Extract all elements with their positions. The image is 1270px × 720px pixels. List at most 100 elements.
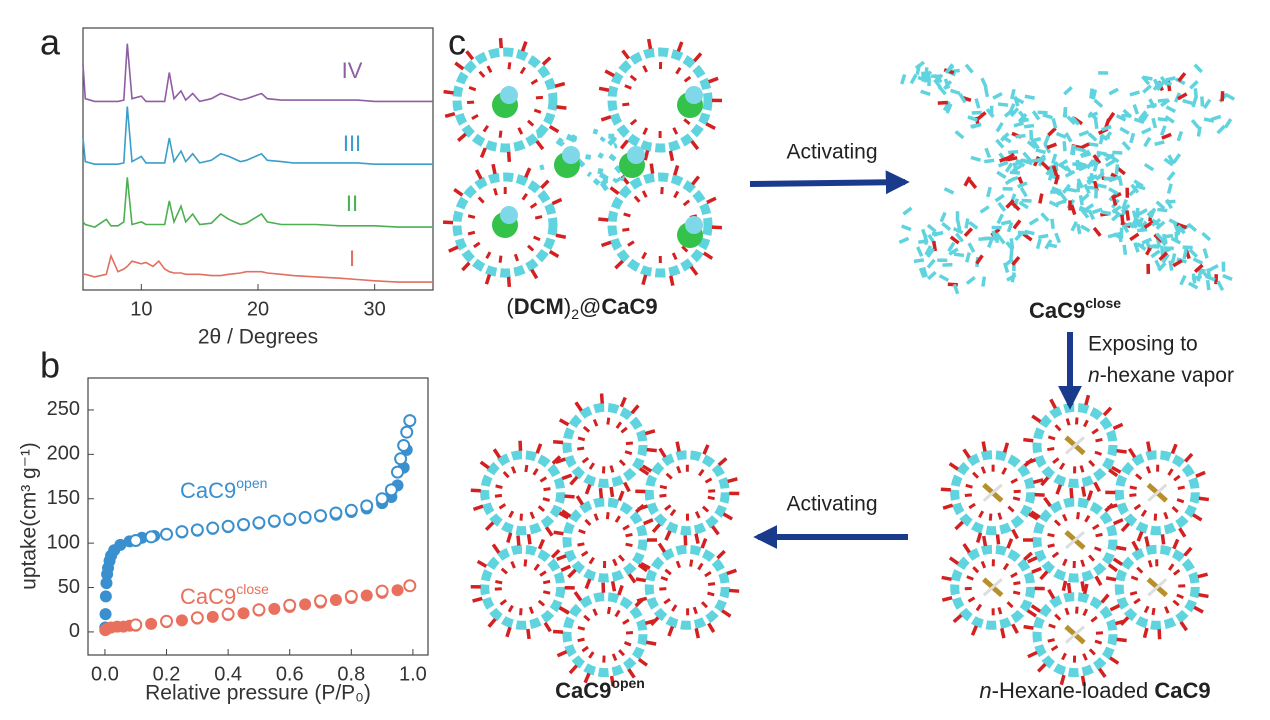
framework-bond — [1161, 253, 1170, 264]
oxygen-bond — [1039, 570, 1049, 581]
framework-bond — [1064, 132, 1073, 143]
oxygen-bond — [1164, 606, 1170, 614]
framework-bond — [997, 201, 1007, 212]
adsorption-point — [99, 608, 112, 621]
caption-part: close — [1085, 295, 1121, 311]
macrocycle — [562, 497, 648, 583]
oxygen-bond — [598, 217, 609, 222]
oxygen-bond — [1094, 450, 1103, 456]
framework-bond — [559, 141, 565, 147]
framework-bond — [1091, 89, 1098, 100]
oxygen-bond — [707, 582, 716, 586]
oxygen-bond — [1112, 518, 1124, 526]
framework-bond — [586, 171, 593, 178]
oxygen-bond — [620, 426, 628, 434]
framework-bond — [1005, 241, 1015, 252]
oxygen-bond — [623, 481, 631, 493]
oxygen-bond — [1013, 581, 1021, 586]
oxygen-bond — [1031, 566, 1042, 574]
oxygen-bond — [1051, 551, 1060, 559]
framework-bond — [1051, 165, 1059, 177]
dcm-guest — [685, 86, 703, 104]
oxygen-bond — [551, 455, 562, 465]
framework-bond — [954, 130, 965, 140]
framework-bond — [1129, 90, 1140, 97]
oxygen-bond — [610, 580, 617, 592]
framework-bond — [1151, 117, 1158, 129]
oxygen-bond — [555, 457, 566, 464]
structure-caption: CaC9close — [1029, 295, 1121, 323]
oxygen-bond — [1023, 624, 1034, 630]
x-tick-label: 20 — [247, 298, 269, 320]
oxygen-bond — [708, 76, 719, 84]
oxygen-bond — [1059, 462, 1066, 471]
framework-bond — [1142, 84, 1152, 94]
oxygen-bond — [646, 38, 653, 50]
oxygen-bond — [694, 627, 701, 639]
x-tick-label: 0.8 — [337, 663, 365, 685]
framework-bond — [1071, 144, 1077, 156]
oxygen-bond — [1171, 505, 1179, 513]
framework-bond — [1129, 132, 1136, 144]
oxygen-bond — [1172, 599, 1180, 607]
oxygen-bond — [539, 476, 548, 483]
x-tick-label: 1.0 — [399, 663, 427, 685]
oxygen-bond — [558, 511, 570, 520]
oxygen-bond — [605, 512, 610, 520]
x-tick-label: 0.0 — [91, 663, 119, 685]
framework-bond — [1003, 257, 1014, 267]
oxygen-bond — [1065, 418, 1071, 426]
macrocycle — [480, 450, 566, 536]
oxygen-bond — [558, 606, 570, 614]
framework-bond — [1135, 183, 1146, 191]
caption-part: ) — [564, 294, 571, 319]
adsorption-point — [299, 598, 312, 611]
framework-bond — [1158, 251, 1169, 261]
panel-label: c — [448, 22, 466, 63]
x-tick-label: 10 — [130, 298, 152, 320]
framework-bond — [1026, 140, 1037, 150]
framework-bond — [956, 220, 962, 231]
framework-bond — [926, 247, 935, 258]
oxygen-bond — [618, 554, 625, 562]
framework-bond — [986, 186, 992, 198]
framework-bond — [1166, 171, 1176, 182]
framework-bond — [947, 241, 956, 253]
oxygen-bond — [507, 604, 514, 613]
oxygen-bond — [675, 560, 682, 569]
framework-bond — [598, 172, 608, 181]
caption-part: CaC9 — [601, 294, 657, 319]
oxygen-bond — [517, 127, 524, 135]
framework-bond — [931, 240, 938, 252]
desorption-point — [397, 438, 411, 452]
oxygen-bond — [477, 196, 485, 204]
framework-bond — [1114, 164, 1120, 175]
framework-bond — [902, 206, 913, 216]
desorption-point — [314, 594, 328, 608]
oxygen-bond — [573, 591, 583, 602]
oxygen-bond — [948, 556, 960, 565]
oxygen-bond — [472, 596, 483, 603]
oxygen-bond — [1131, 540, 1140, 552]
caption-part: ( — [506, 294, 514, 319]
oxygen-bond — [692, 606, 698, 615]
oxygen-bond — [941, 596, 953, 602]
oxygen-bond — [506, 151, 512, 162]
x-axis-label: Relative pressure (P/P₀) — [145, 682, 371, 705]
framework-bond — [997, 102, 1009, 107]
desorption-point — [144, 530, 158, 544]
adsorption-point — [175, 614, 188, 627]
framework-bond — [1004, 176, 1016, 186]
framework-bond — [1001, 135, 1012, 144]
oxygen-bond — [967, 596, 976, 603]
desorption-point — [190, 523, 204, 537]
oxygen-bond — [1192, 513, 1203, 522]
oxygen-bond — [575, 495, 585, 506]
oxygen-bond — [1160, 534, 1166, 545]
framework-bond — [1222, 273, 1233, 281]
oxygen-bond — [627, 573, 637, 584]
oxygen-bond — [1025, 458, 1037, 465]
macrocycle — [607, 47, 713, 153]
desorption-point — [391, 465, 405, 479]
oxygen-bond — [1115, 619, 1126, 626]
